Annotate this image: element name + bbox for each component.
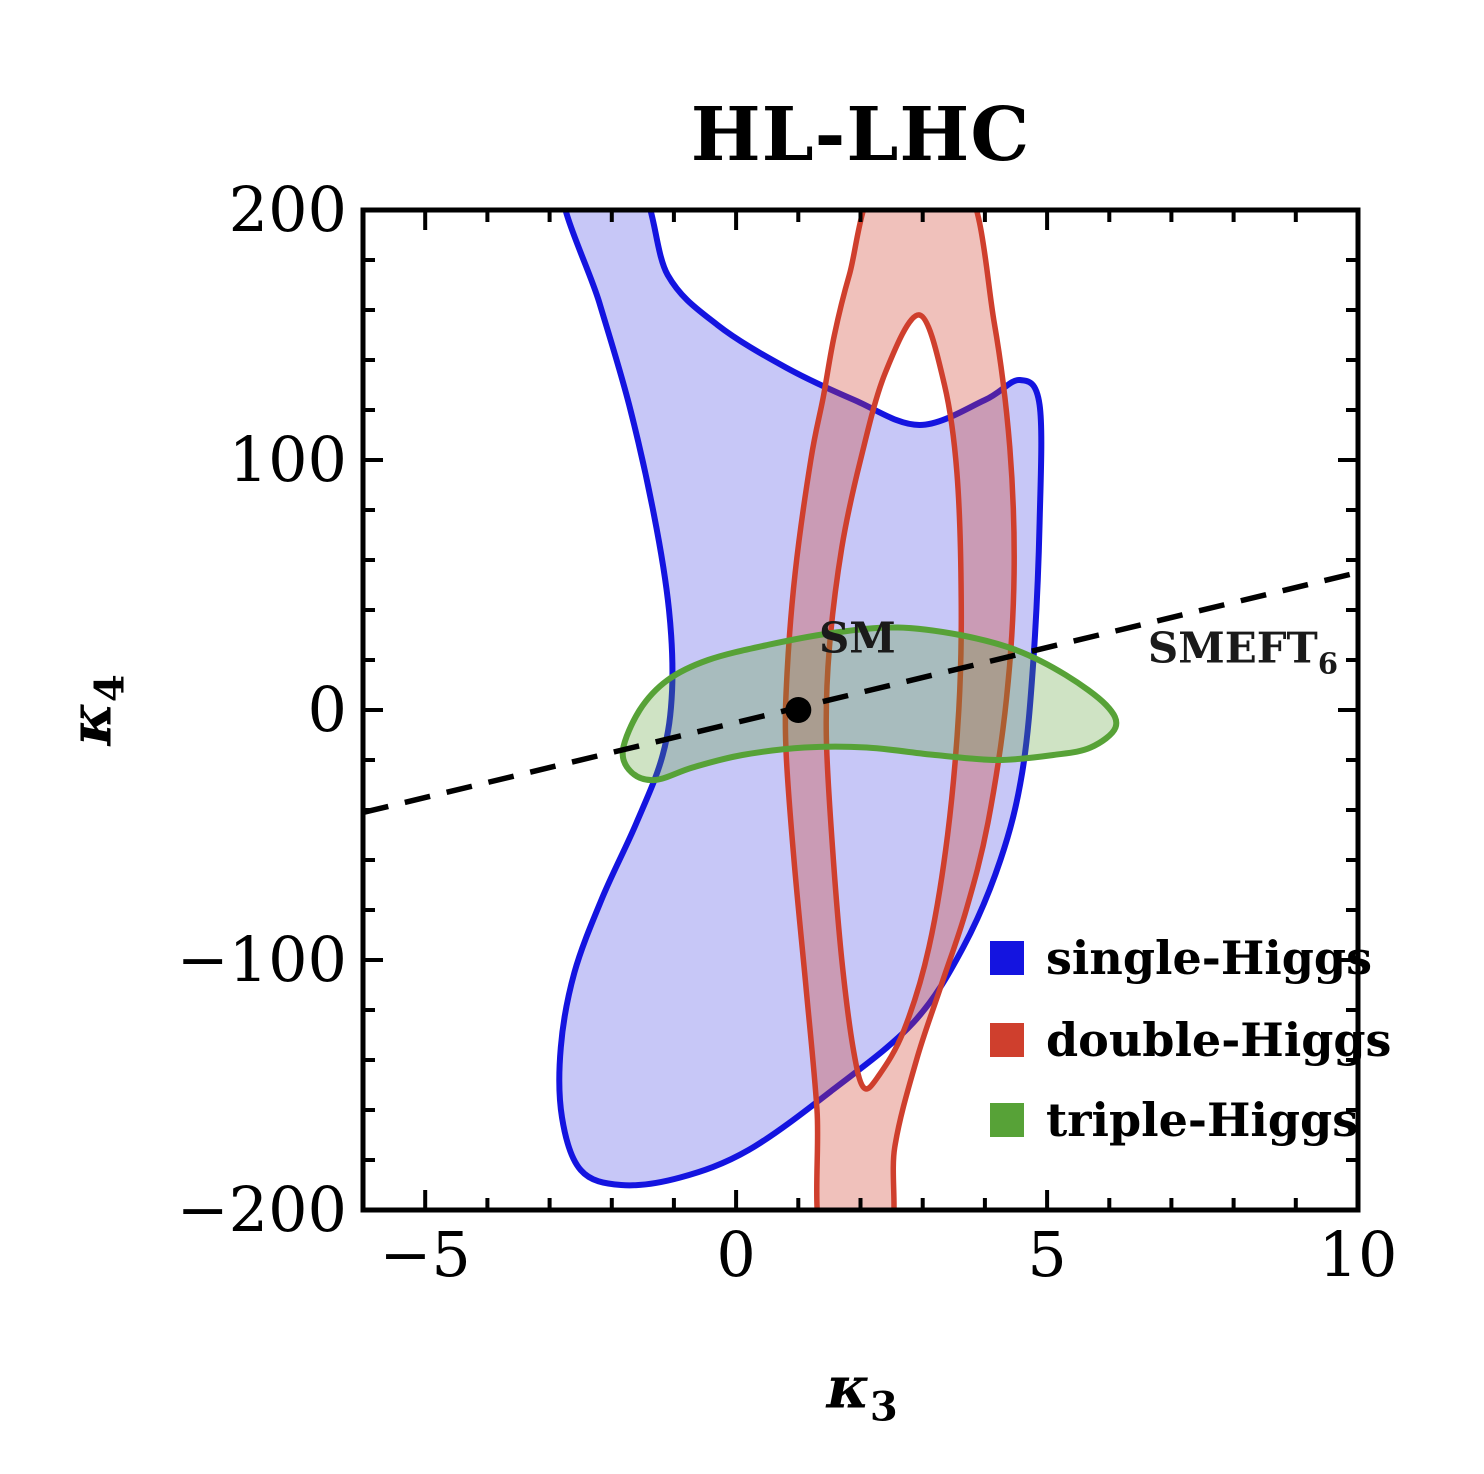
x-tick-label: 0 [716, 1218, 756, 1291]
x-tick-label: 5 [1027, 1218, 1067, 1291]
legend-item-double-higgs: double-Higgs [990, 1013, 1392, 1067]
legend-swatch-single-higgs [990, 941, 1024, 975]
axis-ticks [361, 208, 1360, 1212]
legend-label-single-higgs: single-Higgs [1046, 931, 1372, 985]
y-axis-tick-labels: −200 −100 0 100 200 [0, 0, 347, 1474]
y-tick-label: 200 [228, 173, 347, 246]
x-tick-label: 10 [1318, 1218, 1398, 1291]
legend-label-double-higgs: double-Higgs [1046, 1013, 1392, 1067]
y-tick-label: −200 [176, 1173, 347, 1246]
x-axis-label-symbol: κ [826, 1353, 870, 1422]
plot-title: HL-LHC [690, 92, 1031, 178]
y-tick-label: 100 [228, 423, 347, 496]
axes-frame [360, 207, 1361, 1213]
sm-point-marker [785, 697, 812, 723]
y-axis-label-subscript: 4 [86, 674, 134, 703]
legend-swatch-triple-higgs [990, 1103, 1024, 1137]
x-tick-label: −5 [379, 1218, 471, 1291]
y-axis-label: κ4 [57, 674, 134, 745]
plot-area: SM SMEFT6 [360, 207, 1361, 1213]
x-axis-label-subscript: 3 [869, 1383, 898, 1431]
region-triple-Higgs [619, 624, 1120, 784]
sm-annotation: SM [819, 614, 896, 663]
y-tick-label: 0 [307, 673, 347, 746]
legend-swatch-double-higgs [990, 1023, 1024, 1057]
x-axis-label: κ3 [826, 1354, 897, 1431]
y-axis-label-symbol: κ [56, 702, 125, 746]
legend-item-single-higgs: single-Higgs [990, 931, 1372, 985]
y-tick-label: −100 [176, 923, 347, 996]
legend-item-triple-higgs: triple-Higgs [990, 1093, 1359, 1147]
region-double-Higgs [782, 210, 1017, 1210]
contour-plot-canvas: SM SMEFT6 [360, 207, 1361, 1213]
smeft6-annotation: SMEFT6 [1148, 624, 1338, 681]
legend-label-triple-higgs: triple-Higgs [1046, 1093, 1359, 1147]
